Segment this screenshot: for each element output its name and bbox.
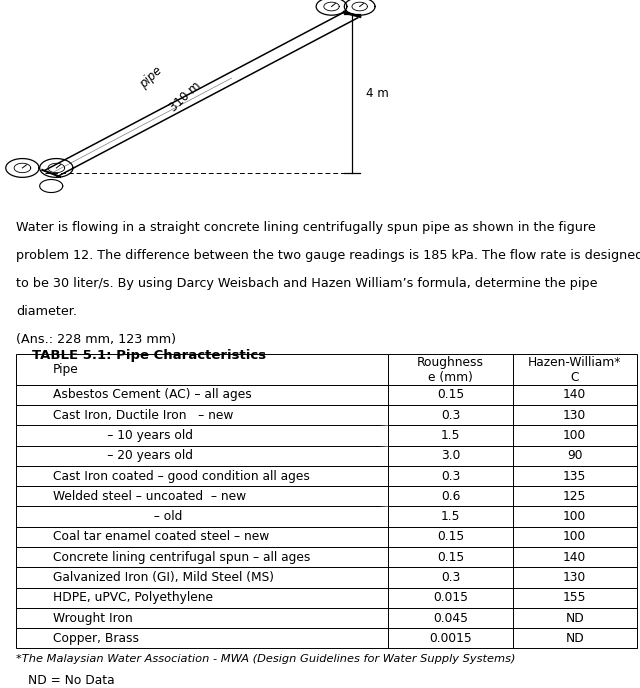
Text: to be 30 liter/s. By using Darcy Weisbach and Hazen William’s formula, determine: to be 30 liter/s. By using Darcy Weisbac… [16,277,598,290]
Text: Water is flowing in a straight concrete lining centrifugally spun pipe as shown : Water is flowing in a straight concrete … [16,221,596,234]
Text: *The Malaysian Water Association - MWA (Design Guidelines for Water Supply Syste: *The Malaysian Water Association - MWA (… [16,654,515,664]
Text: problem 12. The difference between the two gauge readings is 185 kPa. The flow r: problem 12. The difference between the t… [16,249,640,261]
Text: pipe: pipe [137,64,164,91]
Text: ND = No Data: ND = No Data [28,674,115,687]
Text: (Ans.: 228 mm, 123 mm): (Ans.: 228 mm, 123 mm) [16,333,176,346]
Text: diameter.: diameter. [16,305,77,318]
Text: 4 m: 4 m [366,87,389,100]
Text: TABLE 5.1: Pipe Characteristics: TABLE 5.1: Pipe Characteristics [31,350,266,362]
Text: 310 m: 310 m [168,79,204,114]
